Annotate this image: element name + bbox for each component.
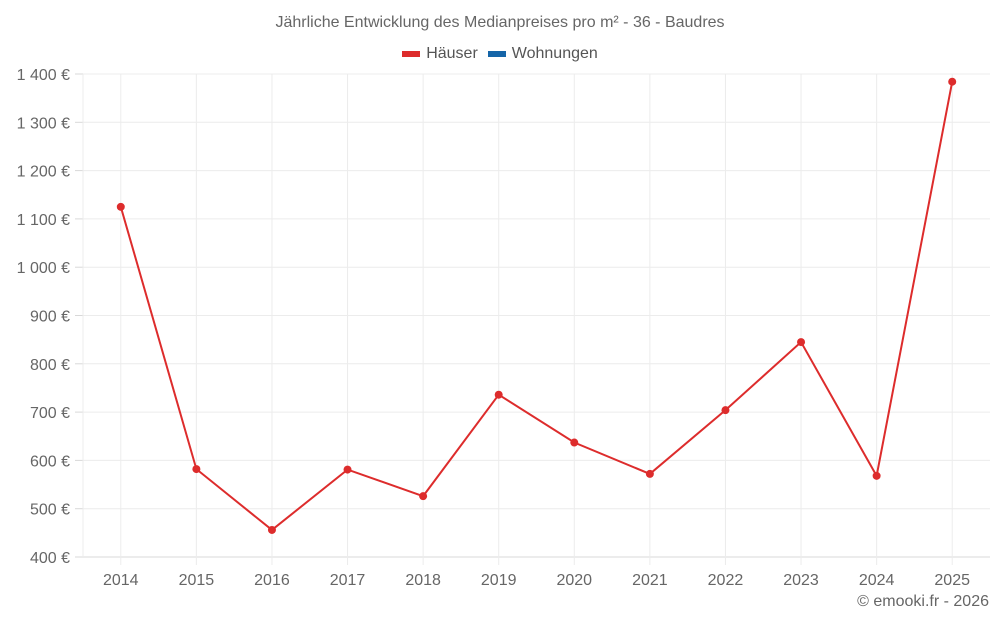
x-tick-label: 2015: [179, 572, 215, 589]
data-point[interactable]: [419, 492, 428, 501]
data-point[interactable]: [797, 338, 806, 347]
x-tick-label: 2017: [330, 572, 366, 589]
data-point[interactable]: [948, 77, 957, 86]
y-tick-label: 1 200 €: [17, 164, 70, 181]
y-tick-label: 700 €: [30, 405, 70, 422]
data-point[interactable]: [116, 202, 125, 211]
y-tick-label: 1 000 €: [17, 260, 70, 277]
y-tick-label: 1 100 €: [17, 212, 70, 229]
legend: Häuser Wohnungen: [0, 45, 1000, 63]
x-tick-label: 2020: [556, 572, 592, 589]
chart-title: Jährliche Entwicklung des Medianpreises …: [275, 14, 725, 31]
data-point[interactable]: [494, 390, 503, 399]
credit-text: © emooki.fr - 2026: [857, 593, 989, 610]
x-tick-label: 2018: [405, 572, 441, 589]
x-tick-label: 2016: [254, 572, 290, 589]
y-tick-label: 600 €: [30, 453, 70, 470]
legend-swatch-wohnungen: [487, 51, 506, 57]
y-tick-label: 500 €: [30, 502, 70, 519]
x-tick-label: 2025: [934, 572, 970, 589]
data-point[interactable]: [570, 438, 579, 447]
y-tick-label: 900 €: [30, 309, 70, 326]
x-tick-label: 2023: [783, 572, 819, 589]
legend-swatch-haeuser: [402, 51, 421, 57]
y-tick-label: 400 €: [30, 550, 70, 567]
x-tick-label: 2019: [481, 572, 517, 589]
y-tick-label: 800 €: [30, 357, 70, 374]
x-tick-label: 2024: [859, 572, 895, 589]
x-tick-label: 2014: [103, 572, 139, 589]
x-tick-label: 2022: [708, 572, 744, 589]
data-point[interactable]: [267, 525, 276, 534]
y-tick-label: 1 400 €: [17, 67, 70, 84]
y-tick-label: 1 300 €: [17, 115, 70, 132]
legend-label-wohnungen: Wohnungen: [511, 45, 598, 62]
legend-item-haeuser[interactable]: Häuser: [402, 45, 478, 63]
legend-label-haeuser: Häuser: [426, 45, 478, 62]
data-point[interactable]: [721, 406, 730, 415]
legend-item-wohnungen[interactable]: Wohnungen: [487, 45, 598, 63]
data-point[interactable]: [872, 471, 881, 480]
x-tick-label: 2021: [632, 572, 668, 589]
series-line: [119, 81, 954, 532]
data-point[interactable]: [645, 469, 654, 478]
data-point[interactable]: [343, 465, 352, 474]
data-point[interactable]: [192, 465, 201, 474]
